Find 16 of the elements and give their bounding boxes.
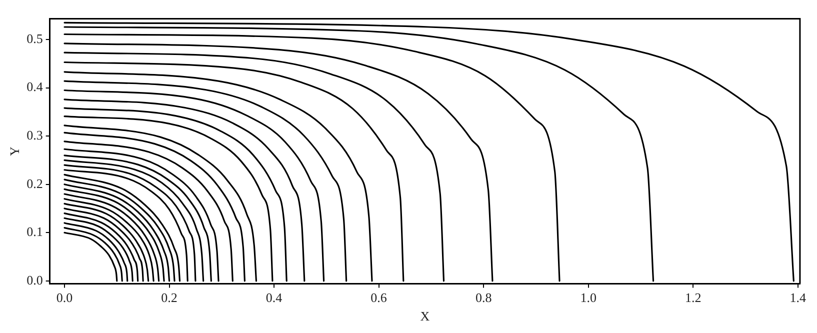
x-tick-label: 0.8	[475, 290, 492, 306]
x-tick-label: 0.4	[266, 290, 283, 306]
y-axis-title: Y	[7, 146, 22, 156]
y-tick-label: 0.2	[26, 176, 43, 191]
y-tick-label: 0.0	[26, 272, 43, 288]
y-tick-label: 0.3	[26, 128, 43, 143]
x-tick-label: 1.2	[684, 290, 702, 306]
x-tick-label: 0.6	[370, 290, 388, 306]
x-tick-label: 0.0	[56, 290, 73, 306]
y-tick-label: 0.4	[26, 79, 44, 94]
x-tick-label: 1.0	[580, 290, 596, 306]
x-axis-title: X	[420, 308, 430, 324]
x-tick-label: 0.2	[161, 290, 178, 306]
y-tick-label: 0.1	[26, 224, 43, 240]
y-tick-label: 0.5	[26, 30, 43, 46]
x-tick-label: 1.4	[790, 290, 806, 306]
